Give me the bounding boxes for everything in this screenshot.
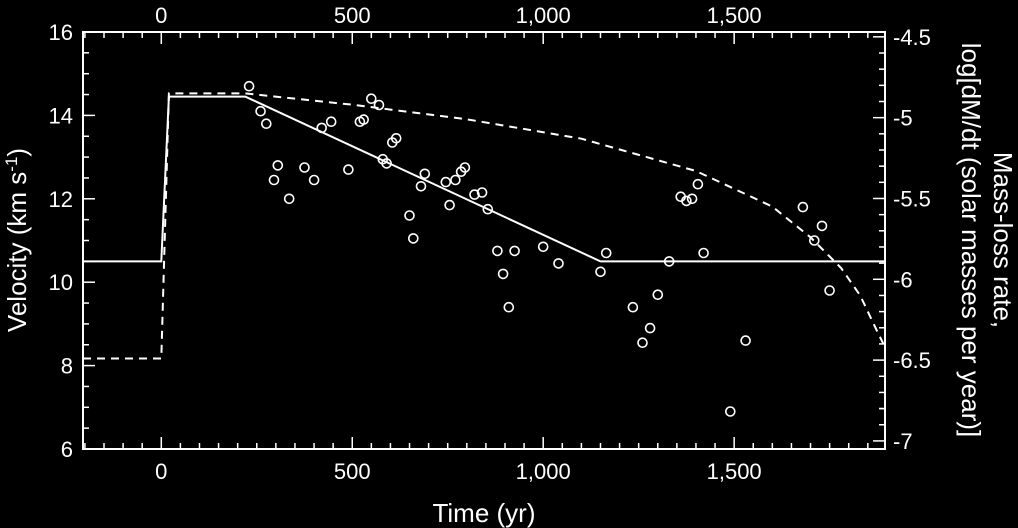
series-layer bbox=[83, 80, 886, 417]
y-left-tick-label: 10 bbox=[49, 270, 73, 295]
velocity-model-line bbox=[83, 95, 885, 263]
y-left-tick-label: 12 bbox=[49, 187, 73, 212]
y-axis-right-title-line2: log[dM/dt (solar masses per year)] bbox=[956, 43, 986, 437]
y-right-tick-label: -7 bbox=[893, 429, 913, 454]
x-tick-label-top: 1,000 bbox=[516, 3, 571, 28]
velocity-data-point bbox=[390, 133, 402, 144]
velocity-data-point bbox=[595, 266, 606, 278]
y-right-tick-label: -5 bbox=[893, 106, 913, 131]
velocity-data-point bbox=[503, 301, 515, 313]
velocity-data-point bbox=[243, 80, 255, 92]
velocity-data-point bbox=[419, 168, 431, 180]
velocity-data-point bbox=[450, 174, 461, 186]
velocity-data-point bbox=[681, 195, 692, 207]
velocity-data-point bbox=[600, 247, 612, 259]
velocity-data-point bbox=[824, 285, 835, 296]
velocity-data-point bbox=[415, 181, 427, 192]
velocity-data-point bbox=[283, 193, 295, 205]
velocity-data-point bbox=[325, 116, 337, 127]
velocity-data-point bbox=[373, 99, 385, 111]
x-tick-label-bottom: 1,000 bbox=[516, 459, 571, 484]
y-axis-right-title-line1: Mass-loss rate, bbox=[988, 152, 1018, 328]
y-axis-left-title-end: ) bbox=[2, 148, 32, 157]
velocity-data-point bbox=[299, 162, 310, 173]
velocity-data-point bbox=[644, 322, 656, 334]
y-right-tick-label: -4.5 bbox=[893, 25, 931, 50]
velocity-data-point bbox=[316, 122, 328, 134]
velocity-data-point bbox=[663, 256, 675, 267]
velocity-data-point bbox=[740, 335, 751, 346]
velocity-data-point bbox=[652, 289, 664, 301]
x-tick-label-top: 1,500 bbox=[707, 3, 762, 28]
y-right-tick-label: -6 bbox=[893, 267, 913, 292]
velocity-data-point bbox=[637, 337, 648, 349]
x-tick-label-bottom: 0 bbox=[155, 459, 167, 484]
y-axis-left-title-sup: -1 bbox=[2, 157, 21, 172]
velocity-data-point bbox=[692, 178, 704, 190]
velocity-data-point bbox=[255, 105, 266, 117]
velocity-data-point bbox=[260, 118, 272, 129]
velocity-data-point bbox=[686, 193, 698, 205]
velocity-data-point bbox=[698, 247, 709, 259]
x-tick-label-bottom: 500 bbox=[334, 459, 371, 484]
velocity-data-point bbox=[272, 160, 284, 171]
velocity-data-point bbox=[797, 201, 809, 213]
axis-ticks bbox=[83, 31, 885, 450]
y-left-tick-label: 16 bbox=[49, 20, 73, 45]
velocity-data-point bbox=[308, 174, 320, 186]
velocity-data-point bbox=[627, 301, 639, 313]
velocity-data-point bbox=[724, 406, 736, 417]
velocity-data-point bbox=[459, 162, 471, 173]
velocity-data-point bbox=[509, 245, 520, 257]
velocity-data-point bbox=[469, 189, 480, 200]
y-left-tick-label: 6 bbox=[61, 437, 73, 462]
velocity-data-point bbox=[553, 258, 564, 269]
velocity-data-point bbox=[492, 245, 503, 257]
velocity-data-point bbox=[358, 114, 370, 125]
velocity-data-point bbox=[482, 203, 494, 215]
y-axis-left-title-main: Velocity (km s bbox=[2, 172, 32, 332]
velocity-data-point bbox=[816, 220, 828, 232]
x-axis-title: Time (yr) bbox=[432, 498, 535, 528]
velocity-data-point bbox=[268, 174, 280, 186]
axis-tick-labels: 0 0 500 500 1,000 1,000 1,500 1,500 6 8 10 12 14 16 -7… bbox=[49, 3, 931, 484]
x-tick-label-top: 500 bbox=[334, 3, 371, 28]
velocity-data-point bbox=[365, 93, 377, 104]
velocity-data-point bbox=[808, 235, 820, 246]
mass-loss-rate-line bbox=[83, 92, 886, 360]
velocity-data-point bbox=[440, 176, 452, 188]
y-axis-left-title: Velocity (km s-1) bbox=[2, 148, 32, 332]
velocity-data-point bbox=[381, 158, 392, 169]
y-right-tick-label: -6.5 bbox=[893, 348, 931, 373]
velocity-data-point bbox=[343, 164, 354, 175]
x-tick-label-top: 0 bbox=[155, 3, 167, 28]
velocity-data-point bbox=[476, 187, 488, 198]
y-left-tick-label: 14 bbox=[49, 103, 73, 128]
plot-frame bbox=[82, 31, 886, 450]
velocity-data-point bbox=[497, 268, 509, 280]
y-right-tick-label: -5.5 bbox=[893, 186, 931, 211]
x-tick-label-bottom: 1,500 bbox=[707, 459, 762, 484]
velocity-data-point bbox=[444, 199, 455, 211]
velocity-data-point bbox=[537, 241, 549, 253]
velocity-data-point bbox=[407, 233, 419, 244]
velocity-data-point bbox=[404, 210, 415, 221]
y-left-tick-label: 8 bbox=[61, 354, 73, 379]
